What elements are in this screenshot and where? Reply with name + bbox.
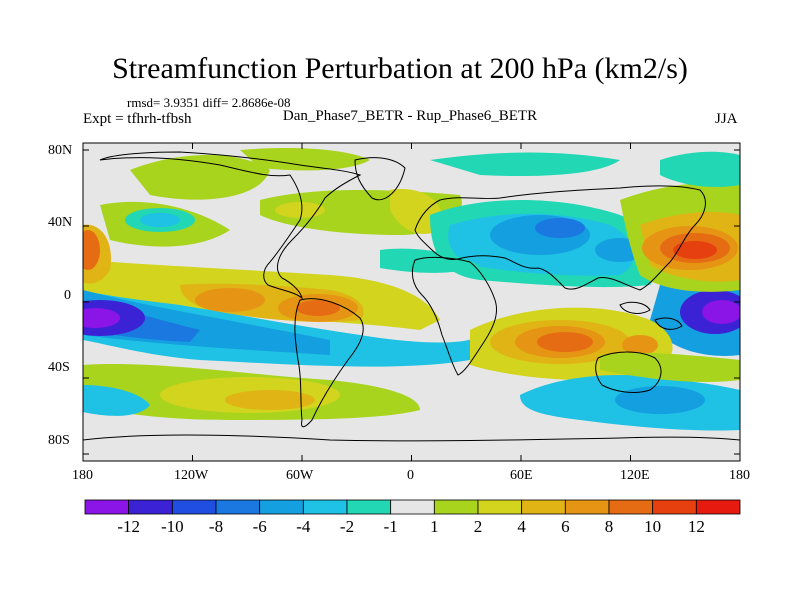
chart-title: Streamfunction Perturbation at 200 hPa (…: [112, 52, 688, 85]
colorbar-label: 4: [517, 517, 526, 536]
coastlines: [83, 151, 740, 442]
lat-tick-label: 0: [64, 288, 71, 303]
lon-tick-label: 0: [407, 468, 414, 483]
colorbar-label: -2: [339, 517, 355, 536]
colorbar-swatch: [128, 499, 173, 515]
colorbar-swatch: [259, 499, 304, 515]
experiment-label: Expt = tfhrh-tfbsh: [83, 111, 192, 127]
colorbar-swatch: [564, 499, 610, 515]
colorbar-swatch: [84, 499, 130, 515]
colorbar-label: 6: [561, 517, 570, 536]
colorbar-label: -10: [160, 517, 184, 536]
lon-tick-label: 60W: [286, 468, 314, 483]
comparison-label: Dan_Phase7_BETR - Rup_Phase6_BETR: [282, 108, 538, 124]
lon-tick-label: 120W: [174, 468, 209, 483]
colorbar-label: -12: [117, 517, 140, 536]
colorbar: [84, 499, 741, 515]
colorbar-swatch: [652, 499, 697, 515]
colorbar-swatch: [608, 499, 654, 515]
colorbar-swatch: [433, 499, 479, 515]
colorbar-swatch: [521, 499, 566, 515]
lon-tick-label: 180: [72, 468, 93, 483]
contour-fields: [83, 148, 740, 431]
lat-tick-label: 80S: [48, 433, 70, 448]
lon-tick-label: 120E: [620, 468, 650, 483]
colorbar-swatch: [695, 499, 741, 515]
season-label: JJA: [715, 111, 738, 127]
colorbar-label: 12: [687, 517, 705, 536]
axis-ticks: [82, 143, 741, 461]
lat-tick-label: 40N: [48, 215, 73, 230]
lat-tick-label: 40S: [48, 360, 70, 375]
colorbar-label: -1: [383, 517, 398, 536]
colorbar-label: -8: [208, 517, 224, 536]
lat-tick-label: 80N: [48, 143, 73, 158]
colorbar-swatch: [171, 499, 217, 515]
colorbar-label: 2: [473, 517, 483, 536]
stats-text: rmsd= 3.9351 diff= 2.8686e-08: [127, 95, 291, 110]
lon-tick-label: 60E: [510, 468, 533, 483]
colorbar-label: 8: [604, 517, 614, 536]
colorbar-label: -6: [252, 517, 267, 536]
colorbar-label: -4: [296, 517, 311, 536]
lon-tick-label: 180: [729, 468, 750, 483]
colorbar-swatch: [477, 499, 523, 515]
colorbar-swatch: [346, 499, 392, 515]
colorbar-label: 10: [644, 517, 662, 536]
colorbar-swatch: [390, 499, 435, 515]
colorbar-label: 1: [430, 517, 439, 536]
colorbar-swatch: [215, 499, 261, 515]
colorbar-swatch: [302, 499, 348, 515]
